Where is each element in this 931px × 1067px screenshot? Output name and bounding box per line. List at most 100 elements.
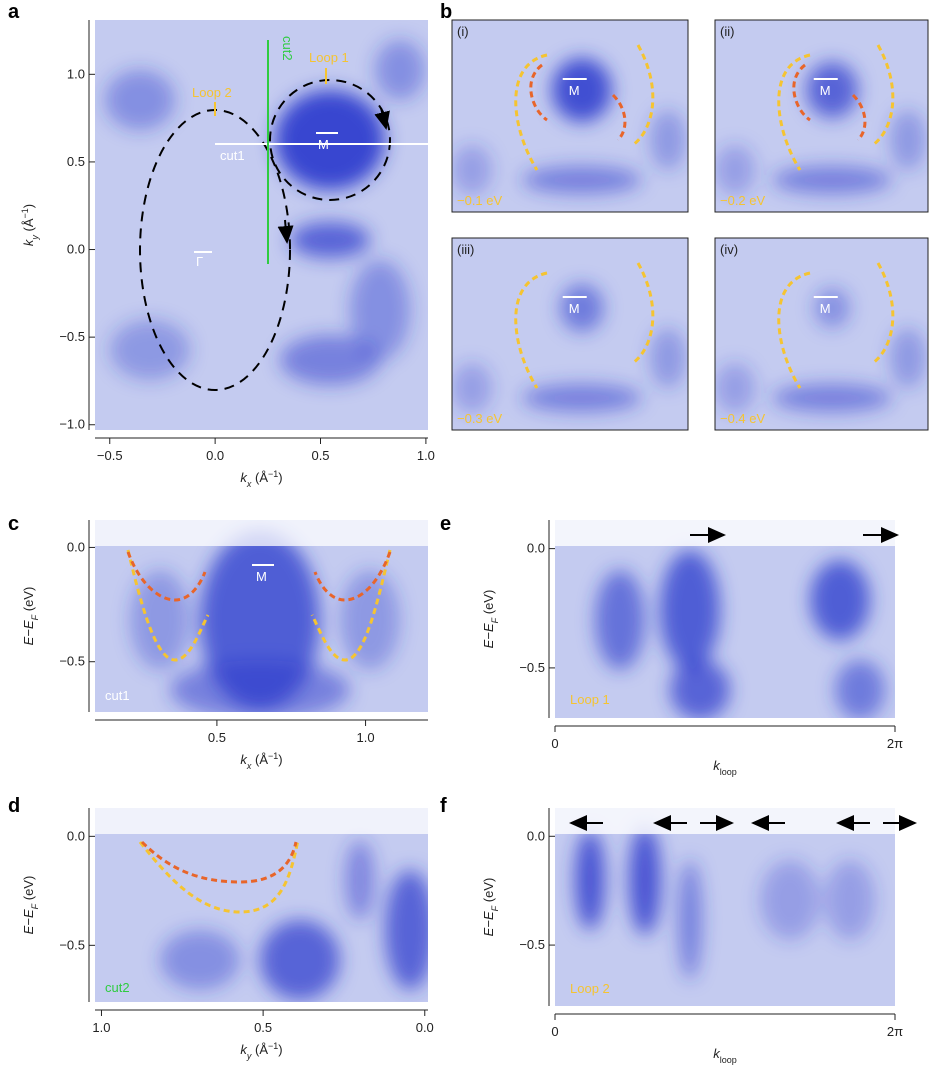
label-part: −1 (268, 751, 278, 761)
intensity-map (95, 520, 428, 712)
label-part: F (490, 905, 500, 911)
x-tick-label: 1.0 (357, 730, 375, 745)
map-feature (375, 40, 425, 100)
label-part: y (30, 235, 40, 241)
label-part: −1 (20, 208, 30, 218)
m-label: M (820, 83, 831, 98)
annotation: cut1 (220, 148, 245, 163)
map-feature (345, 840, 375, 920)
energy-label: −0.4 eV (720, 411, 766, 426)
label-part: F (490, 617, 500, 623)
y-tick-label: 0.5 (67, 154, 85, 169)
loop-arrow (277, 219, 294, 244)
map-feature (130, 570, 190, 670)
map-feature (715, 363, 755, 413)
map-top (555, 520, 895, 546)
y-tick-label: −1.0 (59, 417, 85, 432)
x-tick-label: 2π (887, 1024, 903, 1039)
m-label: M (256, 569, 267, 584)
label-part: −1 (268, 1041, 278, 1051)
intensity-map (95, 20, 428, 430)
y-tick-label: 0.0 (527, 541, 545, 556)
map-feature (452, 363, 492, 413)
map-feature (650, 328, 686, 388)
label-part: (Å (251, 470, 268, 485)
panel-letter: e (440, 513, 451, 535)
map-feature (551, 58, 612, 122)
map-feature (290, 222, 370, 258)
annotation: Loop 1 (309, 50, 349, 65)
axis-label: E−EF (eV) (21, 587, 40, 646)
label-part: (eV) (21, 587, 36, 615)
label-part: k (240, 752, 248, 767)
label-part: k (240, 470, 248, 485)
map-top (555, 808, 895, 834)
energy-label: −0.2 eV (720, 193, 766, 208)
label-part: F (30, 614, 40, 620)
dashed-guide (138, 839, 300, 914)
dashed-guide (611, 93, 627, 142)
x-tick-label: 0.5 (254, 1020, 272, 1035)
axis-label: kloop (713, 1046, 737, 1065)
map-feature (670, 660, 730, 718)
axis-label: kx (Å−1) (240, 469, 282, 489)
dashed-guide (632, 44, 655, 147)
map-feature (559, 284, 604, 332)
map-top (95, 808, 428, 834)
map-background (95, 808, 428, 1002)
map-feature (806, 62, 859, 118)
map-features (452, 58, 686, 195)
dashed-guide (792, 63, 811, 122)
x-tick-label: 1.0 (417, 448, 435, 463)
y-tick-label: −0.5 (59, 329, 85, 344)
map-features (575, 825, 875, 980)
label-part: (Å (251, 1042, 268, 1057)
label-part: E−E (481, 623, 496, 648)
intensity-map (452, 238, 688, 430)
label-part: loop (720, 767, 737, 777)
map-feature (772, 166, 893, 194)
subpanel-border (451, 19, 689, 213)
intensity-map (95, 808, 428, 1002)
loop-1 (269, 79, 391, 201)
axis-label: E−EF (eV) (481, 590, 500, 649)
label-part: F (30, 903, 40, 909)
label-part: ) (278, 1042, 282, 1057)
panel-letter: b (440, 1, 452, 23)
map-feature (575, 830, 605, 930)
label-part: x (246, 479, 252, 489)
y-tick-label: 0.0 (527, 828, 545, 843)
map-feature (340, 570, 400, 670)
intensity-map (555, 520, 895, 718)
subpanel-border (714, 237, 929, 431)
subpanel-label: (i) (457, 24, 469, 39)
map-top (95, 520, 428, 546)
dashed-guide (140, 840, 298, 884)
axis-label: E−EF (eV) (21, 876, 40, 935)
dashed-guide (126, 551, 207, 602)
axis-label: kloop (713, 758, 737, 777)
panel-letter: a (8, 1, 20, 23)
map-feature (772, 384, 893, 412)
dashed-guide (529, 63, 548, 122)
x-tick-label: 0.0 (416, 1020, 434, 1035)
label-part: E−E (21, 620, 36, 645)
map-feature (629, 825, 661, 935)
map-feature (452, 145, 492, 195)
dashed-guide (632, 262, 655, 365)
intensity-map (715, 238, 928, 430)
map-feature (715, 145, 755, 195)
map-feature (825, 860, 875, 940)
label-part: ) (278, 470, 282, 485)
map-features (160, 840, 428, 1000)
axis-label: E−EF (eV) (481, 878, 500, 937)
cut-label: cut1 (105, 688, 130, 703)
label-part: y (246, 1051, 252, 1061)
energy-label: −0.3 eV (457, 411, 503, 426)
dashed-guide (777, 271, 811, 389)
m-label: M (569, 83, 580, 98)
map-feature (835, 660, 885, 718)
annotation: cut2 (280, 36, 295, 61)
dashed-guide (313, 551, 392, 602)
